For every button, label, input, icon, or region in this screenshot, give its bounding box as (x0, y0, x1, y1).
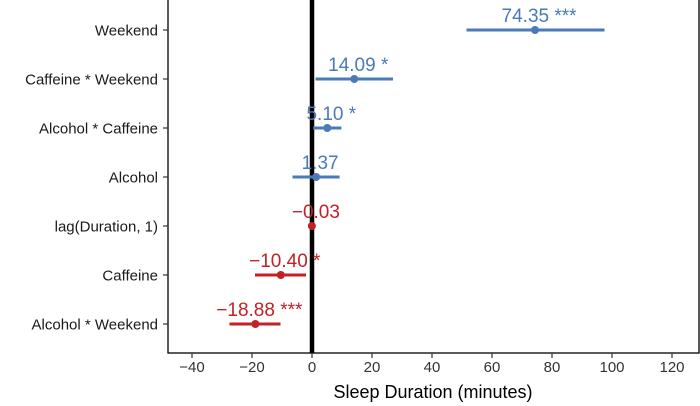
x-tick-label: 40 (424, 359, 441, 376)
x-tick-label: 100 (599, 359, 624, 376)
x-tick-label: 60 (484, 359, 501, 376)
estimate-row: Caffeine −10.40 * (102, 251, 321, 285)
estimate-value-label: −0.03 (292, 202, 340, 223)
x-tick-label: 80 (544, 359, 561, 376)
x-axis: −40 −20 0 20 40 60 80 100 120 (179, 353, 685, 376)
y-category-label: Alcohol * Weekend (32, 317, 158, 334)
point-estimate (276, 271, 285, 279)
point-estimate (307, 222, 316, 230)
estimate-value-label: −18.88 *** (216, 300, 303, 321)
point-estimate (323, 124, 332, 132)
x-tick-label: 120 (659, 359, 684, 376)
estimate-row: Alcohol 1.37 (109, 153, 340, 187)
point-estimate (312, 173, 321, 181)
y-category-label: lag(Duration, 1) (55, 219, 158, 236)
x-axis-title: Sleep Duration (minutes) (333, 382, 532, 402)
point-estimate (251, 320, 260, 328)
point-estimate (531, 26, 540, 34)
y-category-label: Alcohol * Caffeine (39, 121, 158, 138)
x-tick-label: −40 (179, 359, 204, 376)
y-category-label: Weekend (95, 23, 158, 40)
estimate-value-label: 5.10 * (306, 104, 356, 125)
point-estimate (350, 75, 359, 83)
y-category-label: Alcohol (109, 170, 158, 187)
estimate-row: Alcohol * Weekend −18.88 *** (32, 300, 303, 334)
y-category-label: Caffeine (102, 268, 158, 285)
estimate-row: lag(Duration, 1) −0.03 (55, 202, 340, 236)
estimate-row: Caffeine * Weekend 14.09 * (25, 55, 393, 89)
x-tick-label: −20 (239, 359, 264, 376)
estimate-value-label: −10.40 * (249, 251, 321, 272)
estimate-value-label: 1.37 (302, 153, 339, 174)
x-tick-label: 20 (364, 359, 381, 376)
x-tick-label: 0 (308, 359, 316, 376)
estimate-value-label: 14.09 * (328, 55, 389, 76)
estimate-value-label: 74.35 *** (502, 6, 578, 27)
plot-panel-border (167, 0, 700, 354)
estimate-row: Alcohol * Caffeine 5.10 * (39, 104, 357, 138)
estimates: Weekend 74.35 *** Caffeine * Weekend 14.09 … (25, 6, 605, 334)
estimate-row: Weekend 74.35 *** (95, 6, 605, 40)
y-category-label: Caffeine * Weekend (25, 72, 158, 89)
